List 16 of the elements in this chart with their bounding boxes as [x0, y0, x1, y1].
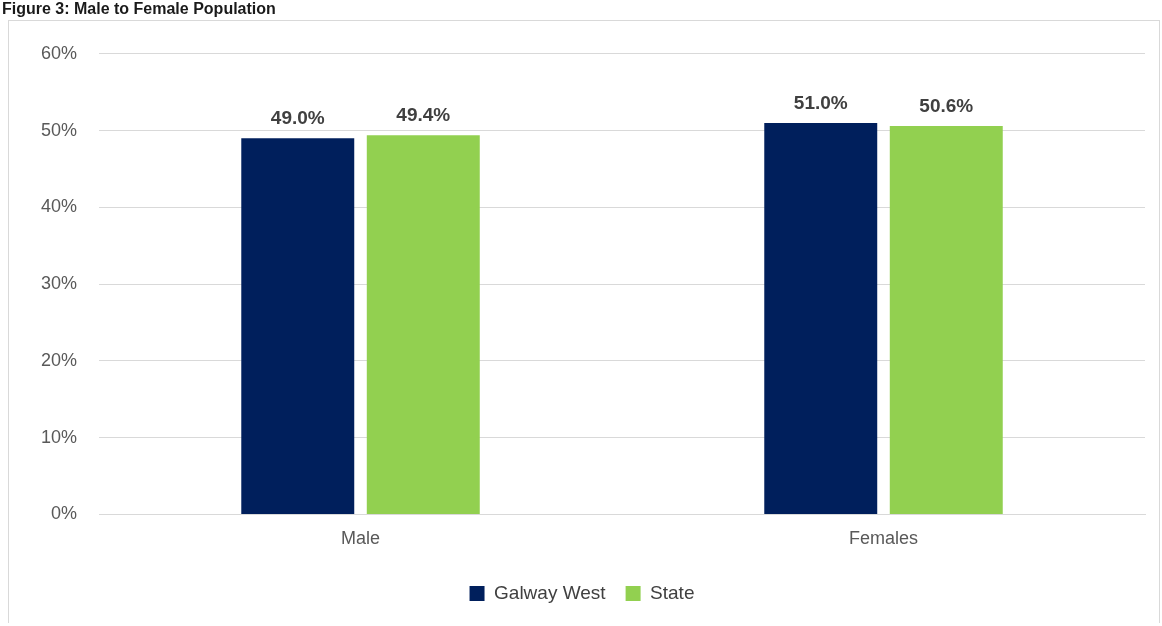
- data-label: 50.6%: [919, 94, 974, 116]
- data-label: 51.0%: [793, 91, 848, 113]
- chart-title: Figure 3: Male to Female Population: [2, 0, 276, 18]
- y-tick-label: 10%: [41, 426, 78, 447]
- legend-label: Galway West: [494, 581, 607, 603]
- y-tick-label: 60%: [41, 42, 78, 63]
- y-tick-label: 20%: [41, 349, 78, 370]
- y-tick-label: 50%: [41, 119, 78, 140]
- y-tick-label: 40%: [41, 196, 78, 217]
- x-tick-label: Females: [848, 528, 919, 549]
- y-tick-label: 30%: [41, 273, 78, 294]
- data-label: 49.4%: [396, 103, 451, 125]
- y-tick-label: 0%: [51, 503, 78, 524]
- data-label: 49.0%: [270, 106, 325, 128]
- legend-label: State: [650, 581, 695, 603]
- x-tick-label: Male: [341, 528, 381, 549]
